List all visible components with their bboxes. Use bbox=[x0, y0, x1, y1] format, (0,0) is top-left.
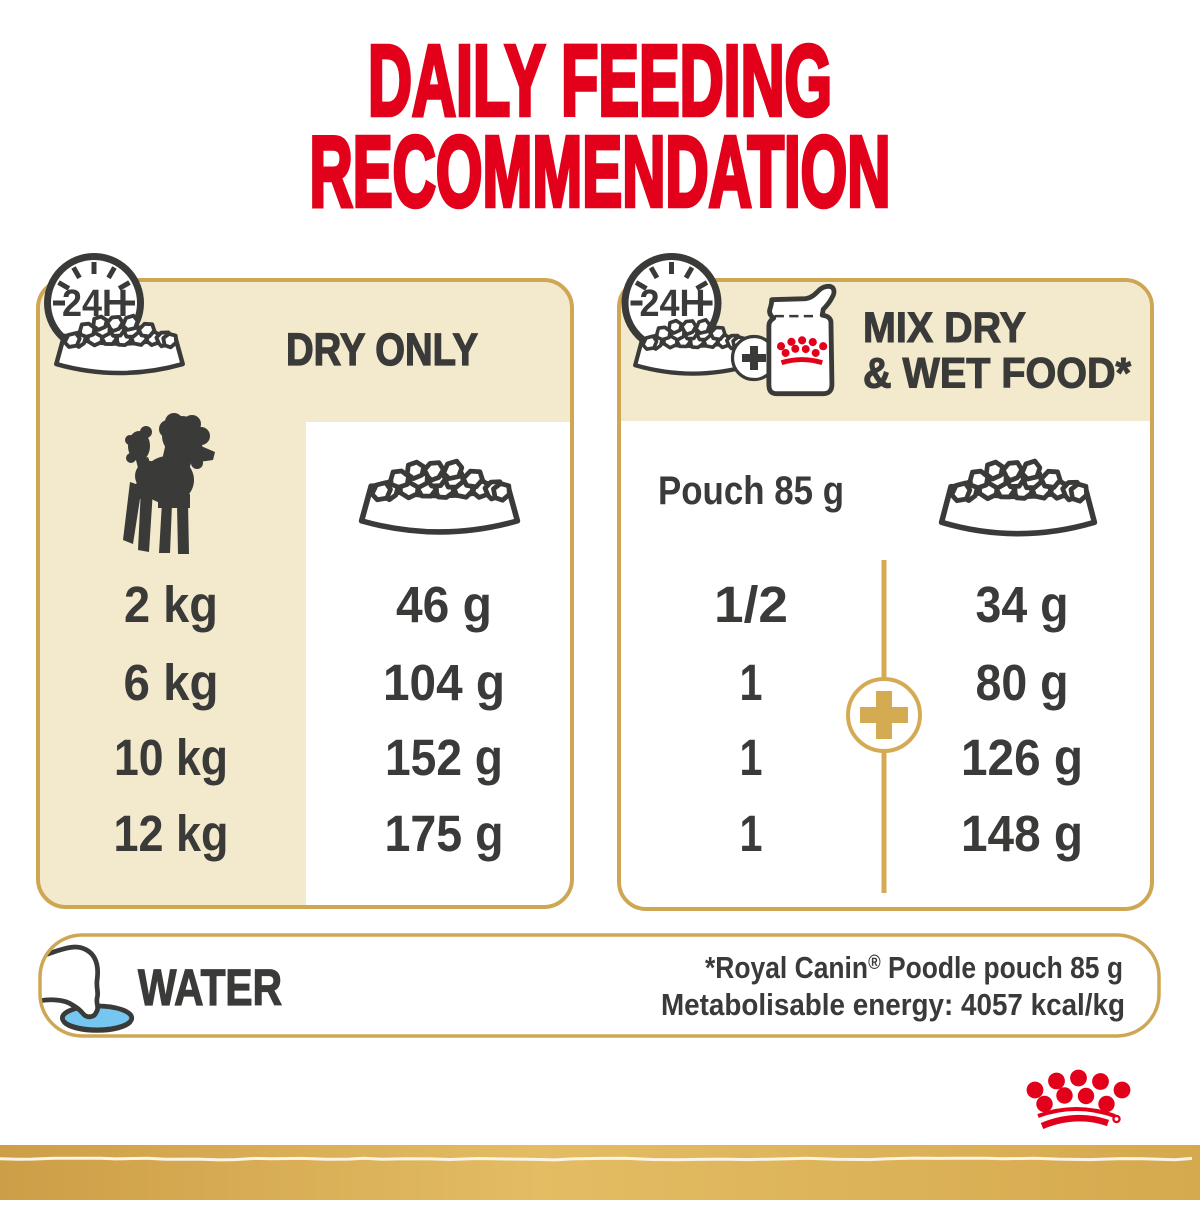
svg-text:1: 1 bbox=[740, 729, 763, 786]
svg-text:24H: 24H bbox=[640, 283, 706, 325]
svg-text:1: 1 bbox=[740, 654, 763, 711]
svg-text:126 g: 126 g bbox=[961, 729, 1083, 786]
svg-text:1/2: 1/2 bbox=[714, 576, 788, 633]
svg-text:12 kg: 12 kg bbox=[114, 805, 229, 862]
svg-text:Pouch 85 g: Pouch 85 g bbox=[658, 469, 844, 513]
svg-text:175 g: 175 g bbox=[385, 805, 504, 862]
svg-text:104 g: 104 g bbox=[383, 654, 505, 711]
svg-text:*Royal Canin® Poodle pouch 85: *Royal Canin® Poodle pouch 85 g bbox=[705, 950, 1123, 985]
svg-text:34 g: 34 g bbox=[976, 576, 1069, 633]
svg-text:80 g: 80 g bbox=[976, 654, 1069, 711]
svg-text:WATER: WATER bbox=[138, 959, 282, 1016]
svg-text:10 kg: 10 kg bbox=[114, 729, 228, 786]
svg-text:RECOMMENDATION: RECOMMENDATION bbox=[310, 116, 891, 228]
svg-text:148 g: 148 g bbox=[961, 805, 1083, 862]
svg-text:DAILY FEEDING: DAILY FEEDING bbox=[368, 25, 832, 137]
svg-text:46 g: 46 g bbox=[396, 576, 492, 633]
svg-text:152 g: 152 g bbox=[385, 729, 503, 786]
svg-text:DRY ONLY: DRY ONLY bbox=[286, 324, 478, 375]
svg-text:Metabolisable energy: 4057 kca: Metabolisable energy: 4057 kcal/kg bbox=[661, 987, 1125, 1022]
svg-text:6 kg: 6 kg bbox=[124, 654, 219, 711]
svg-text:2 kg: 2 kg bbox=[124, 576, 218, 633]
svg-text:MIX DRY: MIX DRY bbox=[863, 304, 1026, 352]
svg-text:& WET FOOD*: & WET FOOD* bbox=[863, 350, 1131, 398]
svg-text:1: 1 bbox=[740, 805, 763, 862]
